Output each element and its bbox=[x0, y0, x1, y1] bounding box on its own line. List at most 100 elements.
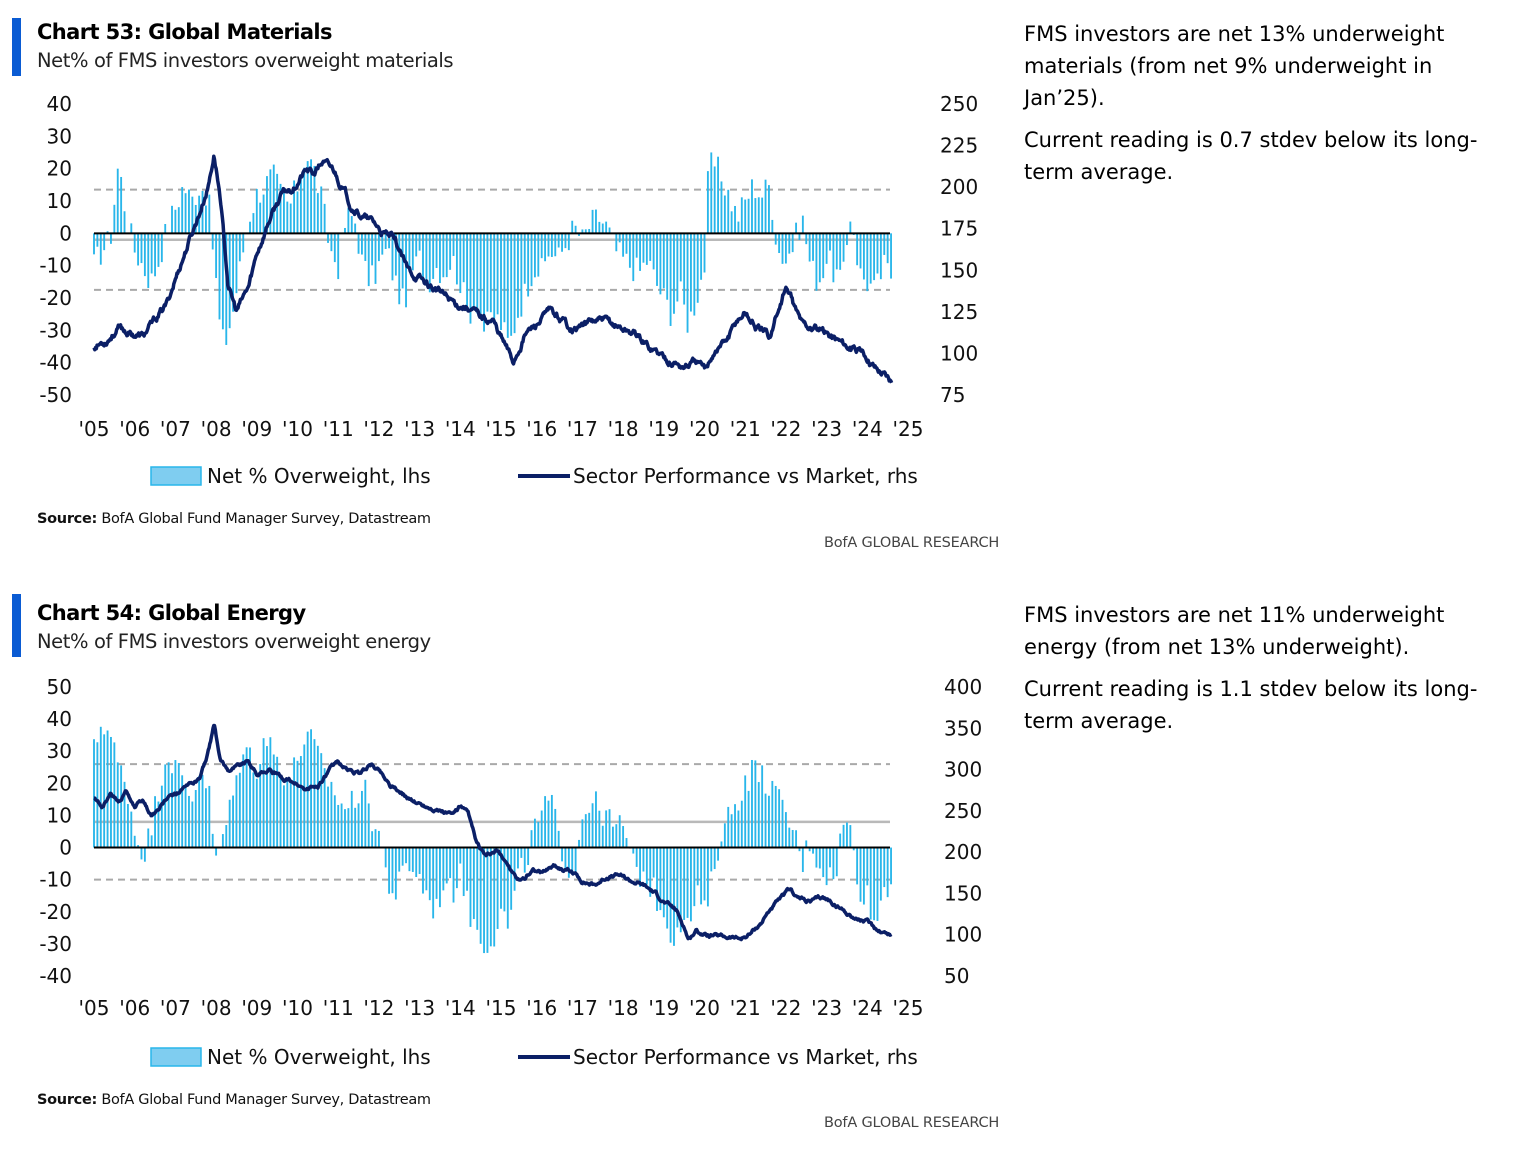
bar bbox=[500, 233, 502, 331]
bar bbox=[462, 233, 465, 283]
bar bbox=[181, 187, 184, 234]
bar bbox=[676, 233, 679, 302]
bar bbox=[740, 197, 743, 234]
bar bbox=[801, 215, 804, 234]
bar bbox=[649, 233, 652, 261]
bar bbox=[422, 233, 424, 281]
bar bbox=[215, 233, 218, 279]
bar bbox=[110, 233, 112, 244]
bar bbox=[455, 233, 458, 285]
chart-subtitle: Net% of FMS investors overweight energy bbox=[37, 630, 431, 653]
bar bbox=[588, 812, 591, 848]
bar bbox=[225, 825, 228, 848]
bar bbox=[310, 159, 312, 234]
bar bbox=[720, 181, 723, 234]
x-tick-label: '12 bbox=[363, 417, 394, 441]
bar bbox=[595, 791, 597, 848]
bar bbox=[266, 176, 268, 234]
bar bbox=[367, 803, 370, 848]
x-tick-label: '16 bbox=[526, 417, 557, 441]
bar bbox=[293, 180, 296, 234]
bar bbox=[272, 164, 275, 234]
bar bbox=[869, 847, 872, 920]
bar bbox=[859, 847, 862, 902]
bar bbox=[143, 847, 146, 862]
bar bbox=[659, 847, 662, 911]
source-label: Source: bbox=[37, 1092, 98, 1108]
y-left-tick-label: -20 bbox=[39, 900, 72, 924]
legend-bar-swatch bbox=[150, 1047, 202, 1067]
bar bbox=[883, 847, 886, 888]
x-tick-label: '10 bbox=[282, 417, 313, 441]
bar bbox=[645, 233, 648, 265]
bar bbox=[537, 233, 540, 277]
bar bbox=[449, 233, 452, 270]
bar bbox=[221, 233, 224, 330]
bar bbox=[703, 847, 706, 901]
bar bbox=[835, 233, 838, 270]
bar bbox=[639, 847, 641, 887]
bar bbox=[825, 847, 828, 886]
bar bbox=[503, 233, 506, 323]
bar bbox=[781, 233, 784, 264]
x-tick-label: '16 bbox=[526, 996, 557, 1020]
bar bbox=[330, 781, 333, 848]
bar bbox=[703, 233, 706, 273]
bar bbox=[571, 847, 574, 875]
bar bbox=[228, 233, 231, 329]
bar bbox=[459, 233, 462, 294]
bar bbox=[879, 233, 882, 280]
bar bbox=[717, 156, 719, 234]
bar bbox=[489, 847, 492, 947]
bar bbox=[761, 197, 764, 234]
bar bbox=[289, 781, 292, 848]
title-accent-bar bbox=[12, 18, 21, 76]
bar bbox=[418, 847, 421, 874]
performance-line bbox=[93, 723, 893, 942]
bar bbox=[859, 233, 862, 269]
bar bbox=[245, 747, 248, 848]
bar bbox=[862, 847, 865, 905]
bar bbox=[730, 211, 733, 234]
bar bbox=[296, 191, 299, 234]
bar bbox=[500, 847, 502, 909]
bar bbox=[662, 847, 665, 918]
bar bbox=[96, 233, 99, 247]
bar bbox=[428, 847, 431, 901]
bar bbox=[130, 811, 133, 848]
bar bbox=[249, 747, 251, 848]
bar bbox=[218, 233, 221, 320]
bar bbox=[791, 830, 794, 848]
bar bbox=[561, 847, 563, 862]
bar bbox=[479, 233, 482, 317]
bar bbox=[439, 233, 441, 284]
bar bbox=[381, 233, 384, 255]
y-left-tick-label: 30 bbox=[47, 739, 72, 763]
bar bbox=[886, 233, 889, 264]
source-text: BofA Global Fund Manager Survey, Datastr… bbox=[97, 511, 431, 527]
bar bbox=[384, 847, 387, 868]
bar bbox=[327, 233, 329, 243]
bar bbox=[561, 233, 563, 252]
bar bbox=[879, 847, 882, 901]
bar bbox=[123, 211, 126, 234]
y-left-tick-label: -10 bbox=[39, 254, 72, 278]
bar bbox=[717, 847, 719, 861]
bar bbox=[523, 847, 526, 873]
bar bbox=[605, 810, 608, 848]
bar bbox=[472, 847, 475, 920]
y-left-tick-label: -20 bbox=[39, 286, 72, 310]
bar bbox=[856, 847, 859, 885]
bar bbox=[666, 233, 669, 300]
bar bbox=[476, 233, 479, 314]
bar bbox=[656, 233, 658, 286]
y-left-tick-label: -50 bbox=[39, 383, 72, 407]
bar bbox=[262, 738, 265, 848]
bar bbox=[628, 233, 631, 268]
y-right-tick-label: 400 bbox=[944, 675, 982, 699]
bar bbox=[798, 847, 801, 852]
x-tick-label: '19 bbox=[648, 996, 679, 1020]
bar bbox=[147, 233, 150, 288]
commentary-paragraph: FMS investors are net 11% underweight en… bbox=[1024, 603, 1445, 659]
y-left-tick-label: 0 bbox=[59, 836, 72, 860]
